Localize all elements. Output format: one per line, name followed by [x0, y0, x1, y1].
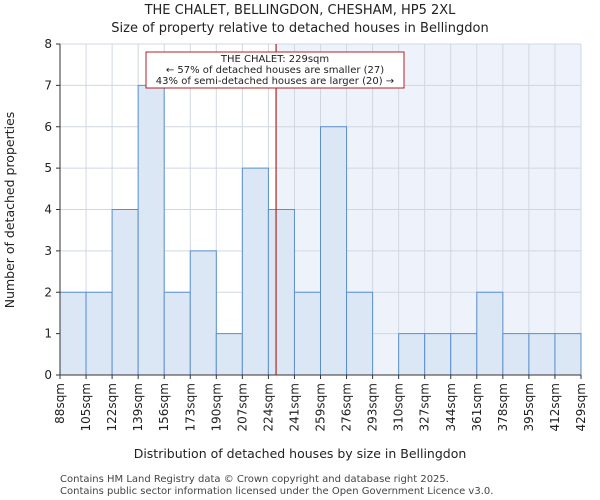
bar-224sqm	[267, 209, 295, 376]
y-tick-label: 7	[44, 78, 52, 92]
y-tick-label: 2	[44, 285, 52, 299]
y-ticks: 0 1 2 3 4 5 6 7 8	[44, 37, 60, 382]
x-ticks: 88sqm 105sqm 122sqm 139sqm 156sqm 173sqm 190sq…	[53, 375, 588, 431]
bar-361sqm	[476, 291, 504, 376]
y-tick-label: 5	[44, 161, 52, 175]
bar-310sqm	[398, 333, 426, 376]
x-tick-label: 327sqm	[418, 383, 432, 431]
y-tick-label: 0	[44, 368, 52, 382]
x-tick-label: 224sqm	[261, 383, 275, 431]
y-tick-label: 4	[44, 203, 52, 217]
y-tick-label: 3	[44, 244, 52, 258]
bar-412sqm	[554, 333, 582, 376]
bar-327sqm	[424, 333, 452, 376]
y-tick-label: 1	[44, 327, 52, 341]
bar-241sqm	[293, 291, 322, 376]
bar-139sqm	[137, 84, 165, 376]
x-tick-label: 173sqm	[183, 383, 197, 431]
x-tick-label: 241sqm	[287, 383, 301, 431]
y-tick-label: 6	[44, 120, 52, 134]
bar-105sqm	[85, 291, 113, 376]
x-tick-label: 395sqm	[522, 383, 536, 431]
bar-344sqm	[450, 333, 478, 376]
bar-207sqm	[241, 167, 269, 376]
x-tick-label: 310sqm	[392, 383, 406, 431]
bar-88sqm	[59, 291, 87, 376]
x-tick-label: 122sqm	[105, 383, 119, 431]
x-tick-label: 88sqm	[53, 383, 67, 424]
x-tick-label: 293sqm	[366, 383, 380, 431]
x-tick-label: 412sqm	[548, 383, 562, 431]
x-tick-label: 429sqm	[574, 383, 588, 431]
annotation-box: THE CHALET: 229sqm ← 57% of detached hou…	[145, 51, 405, 89]
footer-line-2: Contains public sector information licen…	[60, 486, 493, 497]
annotation-line-2: ← 57% of detached houses are smaller (27…	[166, 65, 384, 76]
y-tick-label: 8	[44, 37, 52, 51]
annotation-border	[145, 51, 405, 89]
x-tick-label: 105sqm	[79, 383, 93, 431]
x-tick-label: 207sqm	[235, 383, 249, 431]
bar-378sqm	[502, 333, 530, 376]
bar-173sqm	[189, 250, 217, 376]
x-tick-label: 139sqm	[131, 383, 145, 431]
footer-line-1: Contains HM Land Registry data © Crown c…	[60, 474, 449, 485]
x-tick-label: 276sqm	[340, 383, 354, 431]
x-tick-label: 156sqm	[157, 383, 171, 431]
x-tick-label: 344sqm	[444, 383, 458, 431]
annotation-line-1: THE CHALET: 229sqm	[220, 54, 329, 65]
x-tick-label: 259sqm	[314, 383, 328, 431]
bar-190sqm	[215, 333, 243, 376]
bar-276sqm	[346, 291, 374, 376]
x-tick-label: 190sqm	[209, 383, 223, 431]
x-axis-label: Distribution of detached houses by size …	[134, 446, 467, 461]
chart-title: THE CHALET, BELLINGDON, CHESHAM, HP5 2XL	[144, 3, 457, 18]
bar-156sqm	[163, 291, 191, 376]
bars	[59, 84, 582, 376]
annotation-line-3: 43% of semi-detached houses are larger (…	[156, 76, 394, 87]
y-axis-label: Number of detached properties	[2, 112, 17, 309]
bar-122sqm	[111, 209, 139, 376]
bar-259sqm	[320, 126, 348, 376]
x-tick-label: 378sqm	[496, 383, 510, 431]
bar-395sqm	[528, 333, 556, 376]
chart-subtitle: Size of property relative to detached ho…	[111, 21, 488, 36]
x-tick-label: 361sqm	[470, 383, 484, 431]
